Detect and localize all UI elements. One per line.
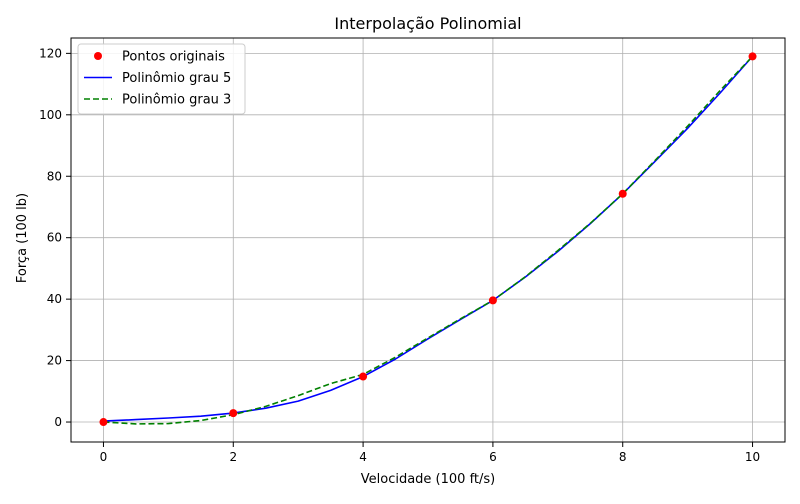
- x-tick-label: 2: [229, 450, 237, 464]
- data-point: [99, 418, 108, 427]
- y-tick-label: 120: [39, 46, 62, 60]
- y-tick-label: 40: [47, 292, 62, 306]
- x-tick-label: 8: [619, 450, 627, 464]
- data-point: [618, 189, 627, 198]
- legend-label: Polinômio grau 5: [122, 71, 231, 86]
- plot-frame: [70, 37, 786, 443]
- legend-label: Polinômio grau 3: [122, 93, 231, 108]
- y-tick-label: 100: [39, 108, 62, 122]
- grid: [71, 38, 785, 442]
- legend-marker: [94, 52, 102, 60]
- chart-title: Interpolação Polinomial: [334, 14, 521, 33]
- y-tick-label: 60: [47, 231, 62, 245]
- x-axis-label: Velocidade (100 ft/s): [361, 472, 496, 487]
- data-point: [229, 409, 238, 418]
- legend-label: Pontos originais: [122, 50, 225, 65]
- series-layer: [99, 52, 757, 427]
- data-point: [359, 372, 368, 381]
- legend: Pontos originais Polinômio grau 5 Polinômi…: [77, 43, 246, 115]
- y-tick-label: 0: [54, 415, 62, 429]
- y-axis-label: Força (100 lb): [15, 193, 30, 283]
- series-line-dashed: [103, 55, 754, 425]
- data-point: [488, 296, 497, 305]
- x-tick-label: 4: [359, 450, 367, 464]
- x-tick-label: 6: [489, 450, 497, 464]
- x-tick-label: 0: [100, 450, 108, 464]
- y-tick-label: 20: [47, 354, 62, 368]
- x-tick-label: 10: [745, 450, 760, 464]
- data-point: [748, 52, 757, 61]
- y-tick-label: 80: [47, 169, 62, 183]
- legend-box: [77, 43, 246, 115]
